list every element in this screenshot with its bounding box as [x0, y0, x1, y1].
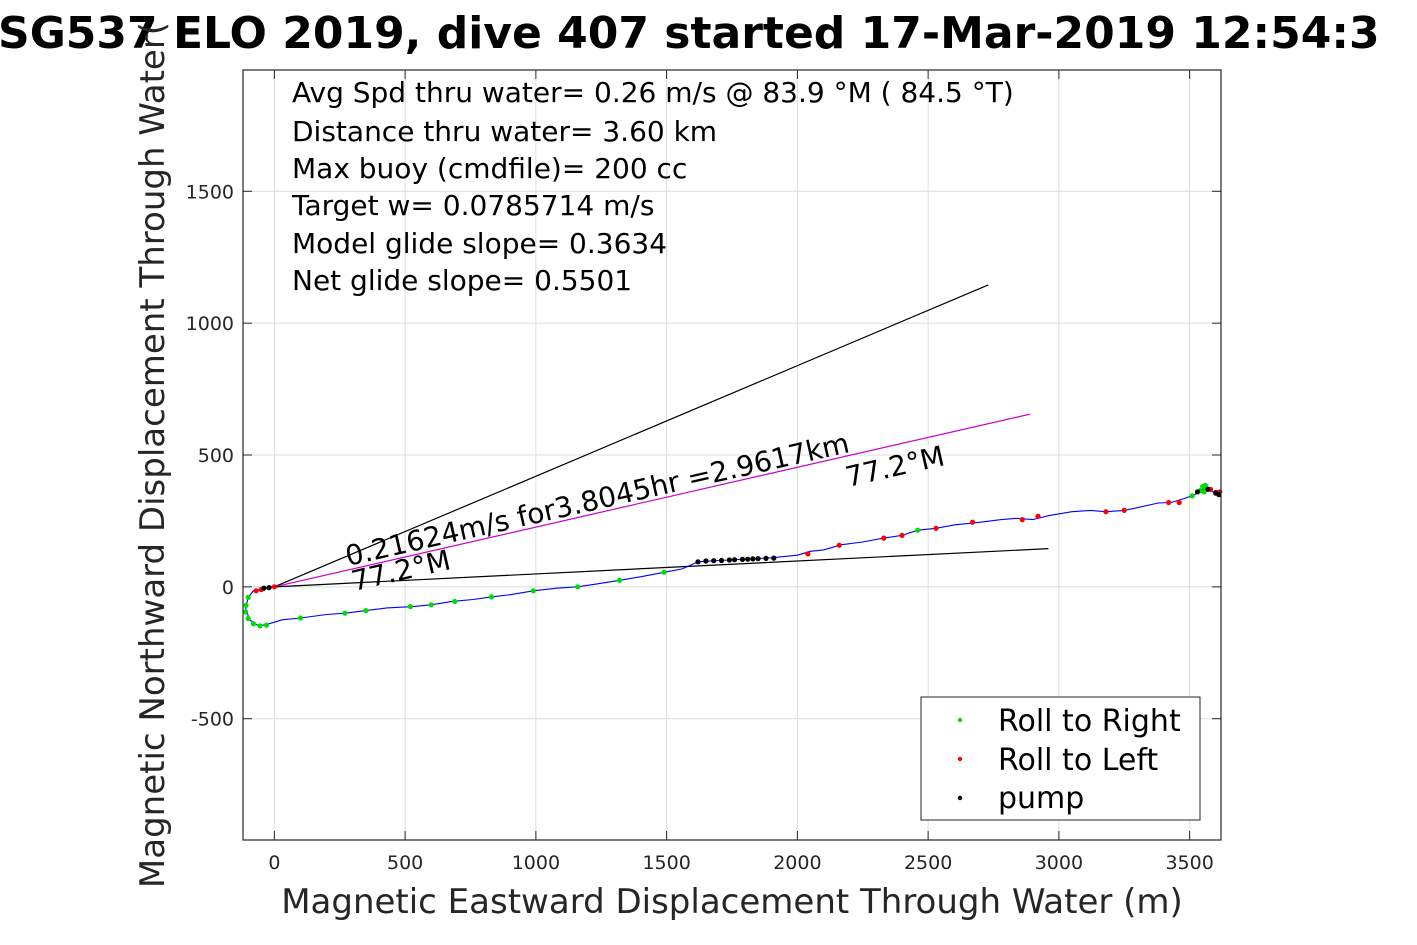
roll-to-left-point	[881, 535, 887, 541]
roll-to-left-point	[1035, 513, 1041, 519]
roll-to-left-point	[271, 584, 277, 590]
roll-to-right-point	[263, 622, 270, 628]
y-tick-label: 1000	[186, 313, 234, 335]
roll-to-right-point	[1189, 493, 1195, 499]
info-max-buoy: Max buoy (cmdfile)= 200 cc	[292, 152, 687, 185]
x-tick-label: 2000	[773, 852, 821, 874]
roll-to-left-point	[805, 551, 811, 557]
pump-point	[726, 557, 733, 563]
roll-to-right-point	[617, 577, 623, 583]
x-axis-label: Magnetic Eastward Displacement Through W…	[281, 882, 1183, 922]
pump-point	[266, 585, 272, 591]
roll-to-right-point	[575, 584, 581, 590]
pump-point	[703, 558, 709, 564]
info-net-glide-slope: Net glide slope= 0.5501	[292, 264, 632, 297]
legend-box	[920, 696, 1201, 821]
y-axis-ticks: -500 0 500 1000 1500	[186, 181, 1221, 731]
roll-to-right-point	[428, 602, 434, 608]
x-tick-label: 500	[387, 852, 423, 874]
x-tick-label: 3500	[1165, 852, 1213, 874]
roll-to-right-point	[243, 602, 249, 608]
roll-to-left-point	[1176, 499, 1182, 506]
reference-lines	[274, 284, 1049, 588]
upper-heading-annotation: 77.2°M	[842, 439, 947, 493]
legend-marker-roll-left	[957, 756, 963, 762]
y-tick-label: 1500	[186, 181, 234, 203]
legend-label-roll-right: Roll to Right	[998, 704, 1181, 739]
roll-to-left-point	[1121, 507, 1127, 513]
info-model-glide-slope: Model glide slope= 0.3634	[292, 227, 667, 260]
pump-point	[732, 557, 738, 563]
pump-point	[771, 555, 777, 561]
pump-point	[1194, 489, 1201, 495]
x-tick-label: 0	[268, 852, 280, 874]
pump-point	[711, 558, 717, 564]
roll-to-right-point	[1201, 489, 1207, 495]
pump-point	[695, 559, 701, 565]
legend: Roll to Right Roll to Left pump	[920, 696, 1201, 821]
roll-to-right-point	[530, 588, 536, 594]
x-tick-label: 1500	[642, 852, 690, 874]
x-tick-label: 1000	[512, 852, 560, 874]
chart-title: SG537 ELO 2019, dive 407 started 17-Mar-…	[0, 8, 1380, 59]
roll-to-right-point	[245, 594, 251, 601]
roll-to-right-point	[297, 615, 304, 621]
info-avg-speed: Avg Spd thru water= 0.26 m/s @ 83.9 °M (…	[292, 76, 1014, 109]
roll-to-left-point	[970, 519, 976, 525]
roll-to-right-point	[661, 569, 667, 575]
y-axis-label: Magnetic Northward Displacement Through …	[133, 22, 173, 888]
roll-to-right-point	[488, 594, 494, 600]
x-axis-ticks: 0 500 1000 1500 2000 2500 3000 3500	[268, 70, 1214, 874]
roll-to-left-point	[1103, 509, 1109, 515]
legend-label-pump: pump	[998, 781, 1084, 816]
info-block: Avg Spd thru water= 0.26 m/s @ 83.9 °M (…	[291, 76, 1014, 297]
roll-to-left-point	[1019, 517, 1025, 523]
data-series	[243, 482, 1223, 629]
pump-point	[745, 556, 751, 562]
roll-to-right-point	[250, 621, 257, 627]
pump-point	[1205, 486, 1211, 492]
info-target-w: Target w= 0.0785714 m/s	[291, 189, 654, 222]
info-distance: Distance thru water= 3.60 km	[292, 115, 717, 148]
y-tick-label: 500	[198, 445, 234, 467]
roll-to-left-point	[836, 542, 842, 548]
roll-to-right-point	[257, 623, 263, 629]
reference-line	[274, 548, 1049, 588]
grid-lines	[243, 70, 1221, 840]
pump-point	[718, 557, 725, 564]
pump-point	[750, 556, 756, 562]
roll-to-right-point	[452, 598, 458, 605]
roll-to-left-point	[253, 588, 259, 594]
roll-to-right-point	[407, 604, 413, 610]
roll-to-right-point	[915, 527, 921, 533]
roll-to-right-point	[342, 610, 348, 616]
roll-to-right-point	[243, 609, 249, 615]
roll-to-right-point	[363, 608, 369, 614]
roll-to-left-point	[899, 532, 905, 539]
legend-label-roll-left: Roll to Left	[998, 743, 1158, 778]
reference-line	[274, 413, 1031, 588]
roll-to-left-point	[1166, 499, 1172, 506]
y-tick-label: 0	[222, 577, 234, 599]
x-tick-label: 3000	[1035, 852, 1083, 874]
pump-point	[1216, 492, 1222, 498]
pump-point	[739, 556, 746, 563]
x-tick-label: 2500	[904, 852, 952, 874]
legend-marker-roll-right	[957, 717, 963, 723]
pump-point	[763, 555, 769, 562]
pump-point	[261, 585, 267, 591]
y-tick-label: -500	[191, 709, 234, 731]
pump-point	[755, 556, 761, 562]
roll-to-right-point	[245, 615, 251, 622]
reference-line	[274, 284, 989, 588]
legend-marker-pump	[957, 795, 963, 801]
roll-to-left-point	[933, 525, 939, 531]
